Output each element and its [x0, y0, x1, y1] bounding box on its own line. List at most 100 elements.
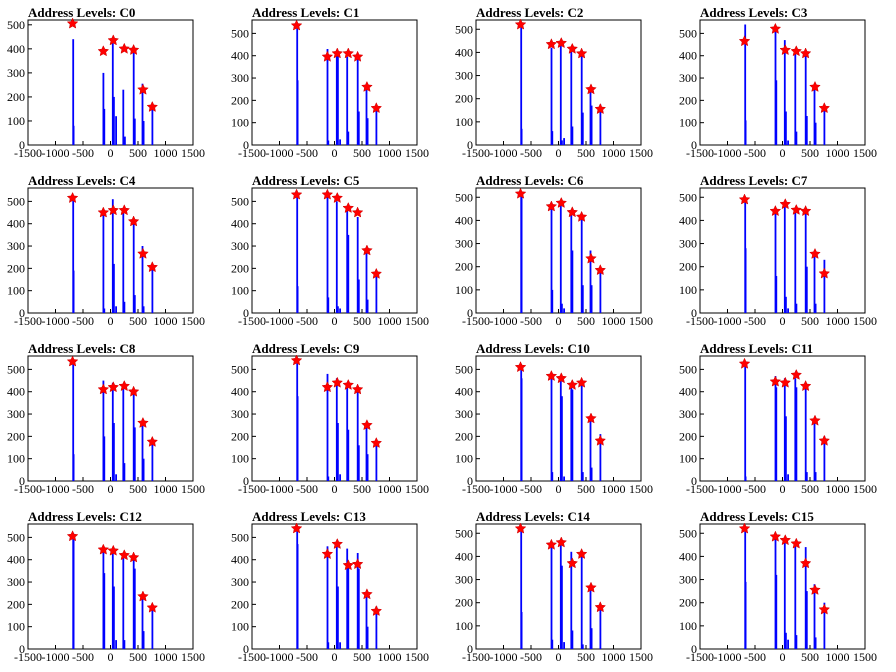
peak-marker	[66, 355, 79, 367]
x-tick-label: 500	[577, 482, 595, 496]
y-tick-label: 100	[679, 619, 697, 633]
histogram-bar	[520, 378, 523, 481]
x-tick-label: 1000	[602, 146, 626, 160]
histogram-panel: Address Levels: C1-1500 -1000 -500 0 500 1000…	[231, 5, 429, 160]
histogram-panel: Address Levels: C15 -1500 -1000 -500 0 500 100…	[679, 509, 877, 664]
histogram-bar	[326, 373, 329, 481]
histogram-bar	[151, 263, 154, 313]
y-tick-label: 500	[231, 194, 249, 208]
histogram-bar	[141, 597, 144, 649]
y-tick-label: 400	[7, 217, 25, 231]
peak-marker	[585, 252, 597, 264]
peak-marker	[594, 601, 607, 613]
histogram-bar	[346, 382, 349, 481]
peak-marker	[555, 372, 568, 384]
y-tick-label: 300	[455, 237, 473, 251]
histogram-bar	[346, 208, 349, 313]
peak-marker	[321, 50, 334, 62]
histogram-bar	[357, 279, 360, 313]
x-tick-label: 0	[108, 650, 114, 664]
x-tick-label: 500	[801, 482, 819, 496]
y-tick-label: 0	[243, 474, 249, 488]
x-tick-label: -1500	[238, 146, 266, 160]
x-tick-label: 500	[801, 146, 819, 160]
histogram-bar	[133, 427, 136, 481]
panel-title: Address Levels: C13	[252, 509, 366, 524]
peak-marker	[331, 537, 344, 549]
y-tick-label: 200	[455, 429, 473, 443]
histogram-bar	[550, 544, 553, 649]
histogram-bar	[339, 139, 341, 145]
peak-marker	[545, 38, 558, 50]
peak-marker	[146, 100, 159, 112]
histogram-bar	[337, 423, 339, 481]
histogram-bar	[113, 423, 115, 481]
histogram-bar	[823, 104, 826, 145]
peak-marker	[809, 80, 821, 92]
y-tick-label: 300	[455, 573, 473, 587]
histogram-bar	[563, 138, 565, 145]
histogram-bar	[599, 434, 602, 481]
y-tick-label: 300	[7, 239, 25, 253]
histogram-bar	[795, 131, 798, 145]
y-tick-label: 400	[7, 42, 25, 56]
x-tick-label: 1000	[154, 314, 178, 328]
peak-marker	[779, 376, 792, 388]
histogram-bar	[581, 112, 584, 145]
histogram-bar	[580, 52, 583, 145]
peak-marker	[738, 357, 751, 369]
peak-marker	[342, 47, 355, 59]
peak-marker	[127, 551, 140, 563]
histogram-bar	[326, 49, 329, 145]
histogram-bar	[559, 540, 562, 649]
y-tick-label: 300	[231, 71, 249, 85]
y-tick-label: 300	[7, 575, 25, 589]
histogram-bar	[795, 387, 798, 482]
x-tick-label: 0	[332, 650, 338, 664]
histogram-bar	[559, 201, 562, 313]
histogram-bar	[794, 378, 797, 481]
x-tick-label: 0	[108, 482, 114, 496]
y-tick-label: 300	[455, 69, 473, 83]
x-tick-label: 500	[129, 482, 147, 496]
y-tick-label: 200	[7, 429, 25, 443]
peak-marker	[790, 203, 803, 215]
peak-marker	[545, 200, 558, 212]
histogram-bar	[787, 308, 789, 313]
y-tick-label: 500	[455, 190, 473, 204]
histogram-bar	[590, 285, 593, 313]
histogram-bar	[520, 526, 523, 649]
x-tick-label: 0	[780, 482, 786, 496]
histogram-bar	[122, 385, 125, 481]
histogram-bar	[337, 306, 339, 313]
histogram-bar	[561, 565, 563, 649]
x-tick-label: -500	[520, 146, 542, 160]
x-tick-label: 500	[129, 650, 147, 664]
histogram-panel: Address Levels: C8-1500 -1000 -500 0 500 1000…	[7, 341, 205, 496]
histogram-bar	[326, 194, 329, 313]
histogram-bar	[814, 122, 817, 145]
x-tick-label: -500	[72, 650, 94, 664]
panel-title: Address Levels: C14	[476, 509, 590, 524]
histogram-bar	[72, 196, 75, 313]
panel-title: Address Levels: C15	[700, 509, 814, 524]
peak-marker	[738, 193, 751, 205]
y-tick-label: 200	[231, 597, 249, 611]
x-tick-label: -500	[520, 314, 542, 328]
histogram-bar	[357, 111, 360, 145]
histogram-bar	[561, 303, 563, 313]
y-tick-label: 500	[679, 26, 697, 40]
x-tick-label: -1500	[686, 314, 714, 328]
x-tick-label: 0	[556, 650, 562, 664]
peak-marker	[146, 261, 159, 273]
y-tick-label: 200	[455, 260, 473, 274]
peak-marker	[575, 210, 588, 222]
histogram-bar	[744, 581, 747, 649]
x-tick-label: 0	[780, 146, 786, 160]
histogram-bar	[805, 591, 808, 649]
peak-marker	[790, 368, 803, 380]
peak-marker	[351, 558, 364, 570]
y-tick-label: 200	[231, 93, 249, 107]
histogram-bar	[775, 276, 778, 313]
histogram-bar	[744, 24, 747, 145]
